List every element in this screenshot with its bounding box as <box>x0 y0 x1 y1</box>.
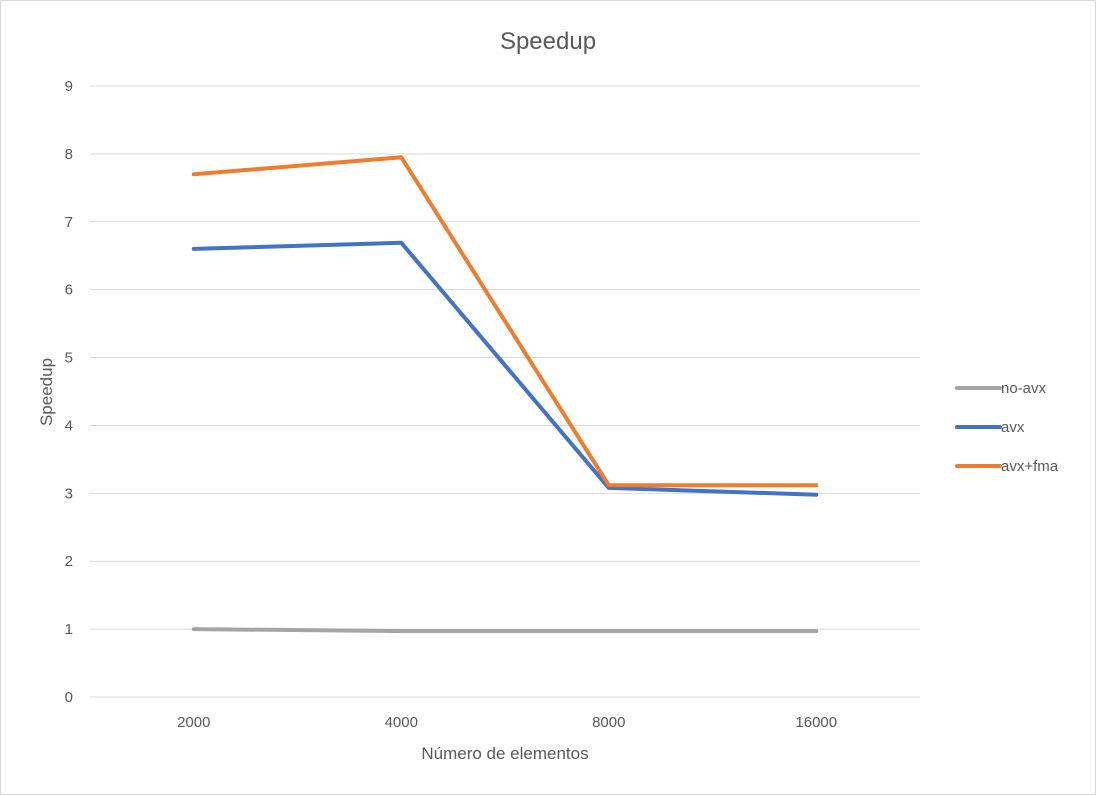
legend-item-avx: avx <box>955 419 1025 436</box>
gridlines <box>90 85 920 698</box>
legend-item-avx+fma: avx+fma <box>955 458 1059 475</box>
y-tick-label: 7 <box>65 214 73 231</box>
x-tick-label: 8000 <box>592 714 625 731</box>
x-tick-label: 4000 <box>385 714 418 731</box>
x-axis-label: Número de elementos <box>421 744 588 763</box>
legend-item-no-avx: no-avx <box>955 380 1047 397</box>
legend-label: no-avx <box>1001 380 1047 397</box>
y-tick-label: 3 <box>65 485 73 502</box>
legend-label: avx+fma <box>1001 458 1059 475</box>
chart-title: Speedup <box>500 28 596 55</box>
plot-series <box>191 155 819 634</box>
x-axis-ticks: 2000 4000 8000 16000 <box>177 714 837 731</box>
series-line-no-avx <box>191 627 819 634</box>
y-tick-label: 4 <box>65 417 73 434</box>
y-axis-ticks: 0 1 2 3 4 5 6 7 8 9 <box>65 78 73 706</box>
y-tick-label: 9 <box>65 78 73 95</box>
legend: no-avx avx avx+fma <box>955 380 1059 475</box>
legend-label: avx <box>1001 419 1025 436</box>
series-line-avx+fma <box>191 155 819 488</box>
y-tick-label: 2 <box>65 553 73 570</box>
y-tick-label: 5 <box>65 350 73 367</box>
y-tick-label: 0 <box>65 689 73 706</box>
y-tick-label: 8 <box>65 146 73 163</box>
x-tick-label: 2000 <box>177 714 210 731</box>
y-axis-label: Speedup <box>37 358 56 426</box>
y-tick-label: 1 <box>65 621 73 638</box>
y-tick-label: 6 <box>65 282 73 299</box>
x-tick-label: 16000 <box>795 714 837 731</box>
series-line-avx <box>191 240 819 497</box>
